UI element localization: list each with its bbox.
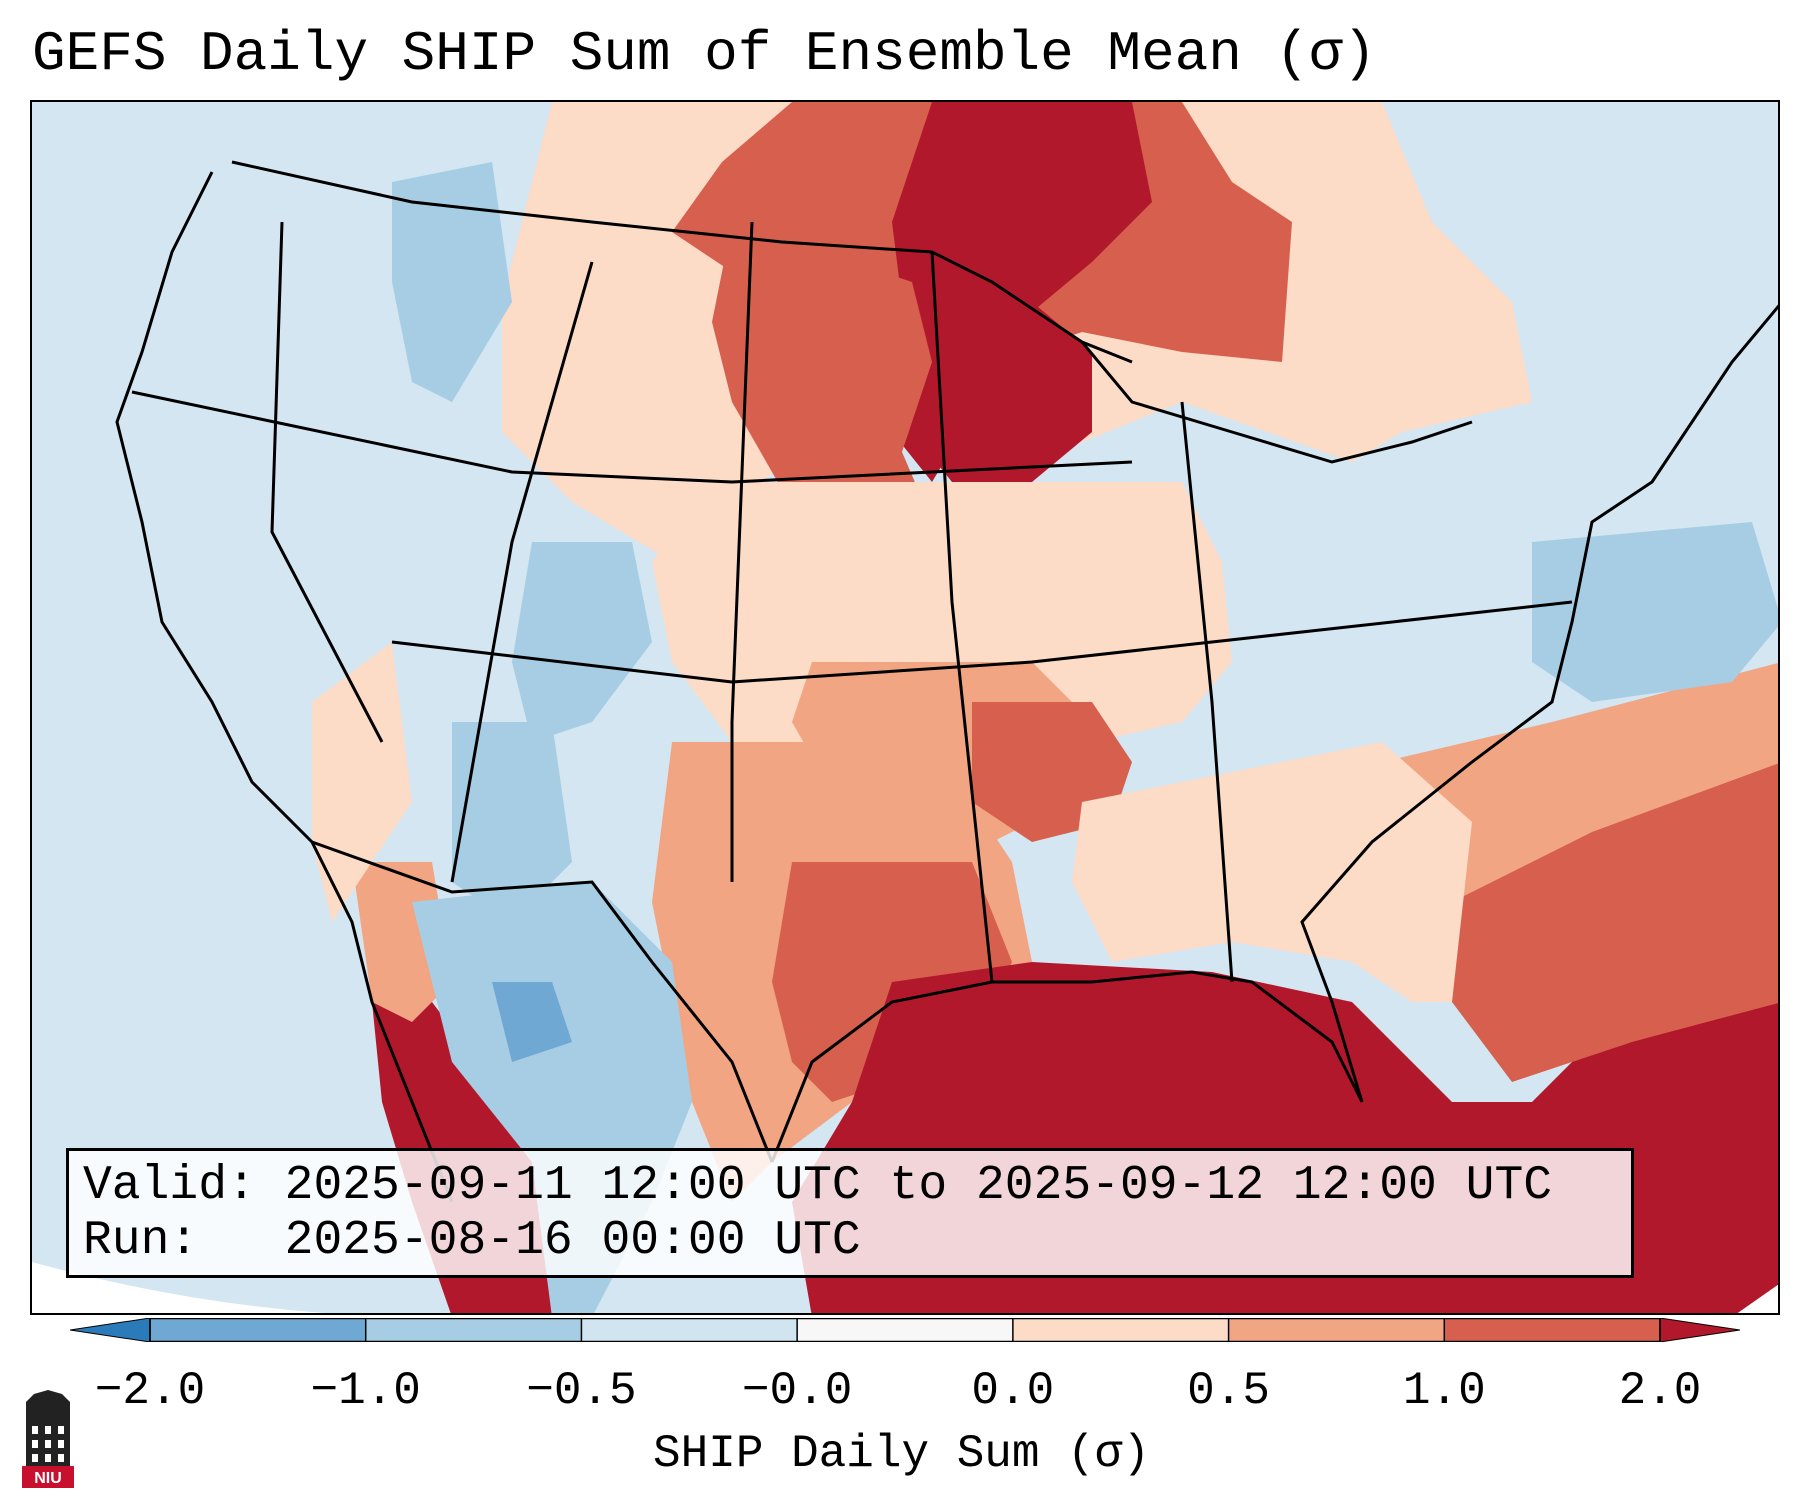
colorbar-segment: [797, 1318, 1013, 1342]
state-line-2: [391, 600, 1573, 684]
state-line-3: [450, 261, 594, 883]
logo-banner: [22, 1466, 74, 1488]
projection-edge: [32, 1262, 325, 1313]
anomaly-region-upper-midwest-core: [912, 302, 1092, 482]
colorbar-tick-label: 1.0: [1402, 1365, 1486, 1417]
anomaly-region-atlantic-neg: [1532, 522, 1778, 702]
state-line-6: [1180, 401, 1234, 983]
anomaly-region-colorado-neg: [512, 542, 652, 742]
colorbar: [70, 1318, 1740, 1342]
valid-row: Valid: 2025-09-11 12:00 UTC to 2025-09-1…: [83, 1159, 1617, 1214]
colorbar-segment: [1012, 1318, 1229, 1342]
colorbar-extension-low: [70, 1318, 151, 1342]
logo-text: NIU: [34, 1470, 62, 1487]
gulf-coastline: [770, 970, 1364, 1163]
niu-logo: NIU: [22, 1390, 74, 1488]
projection-edge-right: [1737, 1284, 1778, 1313]
colorbar-segment: [365, 1318, 582, 1342]
colorbar-tick-label: −2.0: [94, 1365, 206, 1417]
colorbar-tick-label: −0.5: [526, 1365, 637, 1417]
anomaly-region-atlantic-mild: [1382, 663, 1778, 902]
colorbar-segment: [581, 1318, 798, 1342]
colorbar-tick-label: −0.0: [741, 1365, 853, 1417]
anomaly-region-minnesota-pos: [712, 222, 932, 562]
anomaly-region-atlantic-pos: [1432, 743, 1778, 1082]
great-lakes: [1080, 341, 1473, 464]
anomaly-region-idaho-neg: [392, 162, 512, 402]
anomaly-region-chihuahua-strong-neg: [492, 982, 572, 1062]
colorbar-label: SHIP Daily Sum (σ): [653, 1428, 1150, 1480]
colorbar-tick-label: 2.0: [1618, 1365, 1702, 1417]
run-value: 2025-08-16 00:00 UTC: [284, 1214, 861, 1268]
anomaly-region-new-mexico-neg: [452, 722, 572, 922]
validity-info-box: Valid: 2025-09-11 12:00 UTC to 2025-09-1…: [66, 1148, 1634, 1278]
run-label: Run:: [83, 1214, 199, 1268]
logo-tower-top: [26, 1390, 70, 1420]
state-line-7: [270, 221, 384, 743]
us-mexico-border: [311, 840, 774, 1163]
anomaly-field: [312, 102, 1778, 1313]
state-line-4: [730, 221, 754, 882]
map-panel: [30, 100, 1780, 1315]
anomaly-region-southeast-weak: [1072, 742, 1472, 1002]
valid-label: Valid:: [83, 1159, 256, 1213]
state-line-5: [930, 251, 994, 983]
chart-title: GEFS Daily SHIP Sum of Ensemble Mean (σ): [32, 22, 1377, 86]
us-canada-border: [231, 160, 1133, 364]
anomaly-map: [32, 102, 1778, 1313]
colorbar-tick-label: −1.0: [310, 1365, 421, 1417]
atlantic-coastline: [1300, 304, 1778, 1103]
pacific-coastline: [115, 171, 454, 1203]
valid-value: 2025-09-11 12:00 UTC to 2025-09-12 12:00…: [284, 1159, 1553, 1213]
political-borders: [115, 160, 1778, 1203]
colorbar-tick-label: 0.0: [971, 1365, 1055, 1417]
colorbar-tick-label: 0.5: [1187, 1365, 1270, 1417]
state-line-1: [131, 390, 1133, 484]
colorbar-segment: [150, 1318, 366, 1342]
run-row: Run: 2025-08-16 00:00 UTC: [83, 1214, 1617, 1269]
colorbar-segment: [1444, 1318, 1660, 1342]
colorbar-extension-high: [1659, 1318, 1740, 1342]
colorbar-segment: [1228, 1318, 1445, 1342]
